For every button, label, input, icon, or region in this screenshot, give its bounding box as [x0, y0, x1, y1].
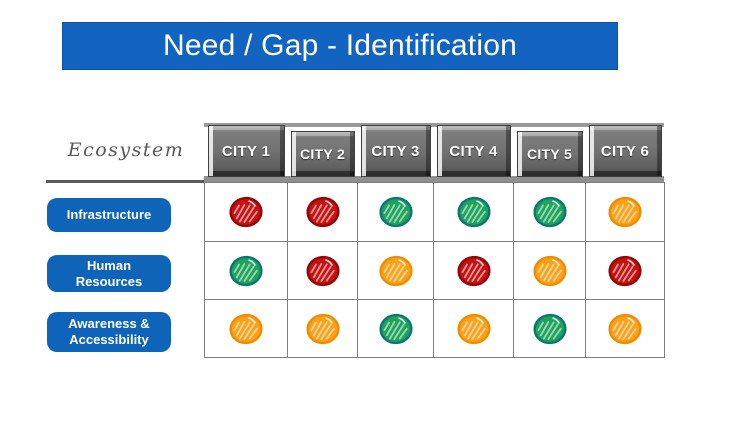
status-dot [456, 254, 492, 288]
status-cell [585, 241, 665, 300]
ecosystem-underline [46, 180, 205, 183]
row-label-awareness-accessibility: Awareness & Accessibility [47, 312, 171, 352]
column-header-city-6: CITY 6 [588, 125, 662, 177]
status-cell [433, 241, 514, 300]
status-cell [287, 241, 358, 300]
status-dot [378, 195, 414, 229]
status-dot [532, 195, 568, 229]
status-dot [607, 195, 643, 229]
status-cell [433, 182, 514, 242]
status-dot [456, 195, 492, 229]
column-header-city-4: CITY 4 [436, 125, 511, 177]
status-cell [357, 182, 434, 242]
status-dot [228, 312, 264, 346]
status-dot [305, 312, 341, 346]
status-cell [357, 299, 434, 358]
column-header-city-3: CITY 3 [360, 125, 431, 177]
status-cell [585, 299, 665, 358]
column-header-city-5: CITY 5 [516, 131, 583, 177]
status-cell [204, 299, 288, 358]
status-cell [513, 299, 586, 358]
column-header-row: CITY 1 CITY 2 CITY 3 CITY 4 CITY 5 CITY … [205, 123, 665, 183]
status-dot [228, 195, 264, 229]
table-row-human-resources [204, 241, 665, 300]
status-dot [378, 254, 414, 288]
status-cell [513, 182, 586, 242]
status-cell [357, 241, 434, 300]
ecosystem-label: Ecosystem [67, 139, 185, 161]
header-rail [204, 123, 664, 127]
table-row-awareness-accessibility [204, 299, 665, 358]
status-dot [305, 254, 341, 288]
row-label-human-resources: Human Resources [47, 255, 171, 292]
header-rail [204, 176, 664, 182]
status-dot [456, 312, 492, 346]
status-cell [433, 299, 514, 358]
status-cell [204, 182, 288, 242]
status-dot [532, 312, 568, 346]
row-label-infrastructure: Infrastructure [47, 198, 171, 232]
status-cell [204, 241, 288, 300]
status-dot [607, 312, 643, 346]
status-cell [585, 182, 665, 242]
status-dot [607, 254, 643, 288]
slide-title: Need / Gap - Identification [163, 29, 517, 62]
table-row-infrastructure [204, 182, 665, 242]
status-dot [305, 195, 341, 229]
status-dot [378, 312, 414, 346]
status-dot [228, 254, 264, 288]
status-cell [287, 182, 358, 242]
status-cell [513, 241, 586, 300]
column-header-city-1: CITY 1 [207, 125, 285, 177]
title-banner: Need / Gap - Identification [62, 22, 618, 70]
status-dot [532, 254, 568, 288]
column-header-city-2: CITY 2 [290, 131, 355, 177]
city-matrix: CITY 1 CITY 2 CITY 3 CITY 4 CITY 5 CITY … [204, 123, 665, 358]
status-cell [287, 299, 358, 358]
